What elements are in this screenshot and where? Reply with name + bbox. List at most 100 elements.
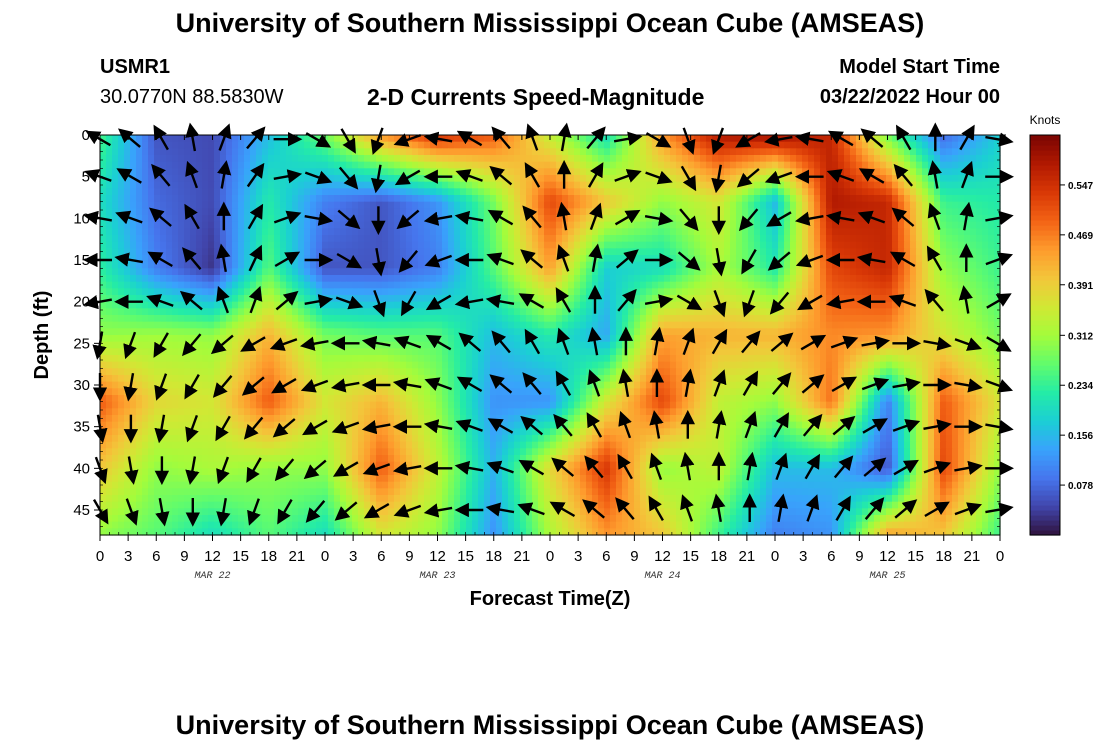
heatmap-cell [574, 275, 581, 283]
heatmap-cell [556, 241, 563, 249]
heatmap-cell [886, 175, 893, 183]
heatmap-cell [946, 308, 953, 316]
heatmap-cell [700, 328, 707, 336]
heatmap-cell [376, 235, 383, 243]
heatmap-cell [568, 301, 575, 309]
heatmap-cell [400, 268, 407, 276]
heatmap-cell [838, 201, 845, 209]
heatmap-cell [706, 215, 713, 223]
heatmap-cell [940, 255, 947, 263]
heatmap-cell [964, 328, 971, 336]
heatmap-cell [106, 228, 113, 236]
heatmap-cell [940, 335, 947, 343]
heatmap-cell [664, 315, 671, 323]
heatmap-cell [202, 275, 209, 283]
heatmap-cell [430, 241, 437, 249]
heatmap-cell [208, 188, 215, 196]
heatmap-cell [418, 228, 425, 236]
heatmap-cell [760, 208, 767, 216]
heatmap-cell [232, 328, 239, 336]
heatmap-cell [436, 155, 443, 163]
heatmap-cell [538, 135, 545, 143]
heatmap-cell [844, 235, 851, 243]
heatmap-cell [652, 321, 659, 329]
heatmap-cell [574, 321, 581, 329]
heatmap-cell [802, 241, 809, 249]
heatmap-cell [442, 141, 449, 149]
heatmap-cell [502, 281, 509, 289]
heatmap-cell [442, 175, 449, 183]
heatmap-cell [682, 301, 689, 309]
heatmap-cell [694, 208, 701, 216]
heatmap-cell [856, 201, 863, 209]
heatmap-cell [202, 215, 209, 223]
heatmap-cell [796, 248, 803, 256]
heatmap-cell [538, 295, 545, 303]
heatmap-cell [790, 248, 797, 256]
heatmap-cell [802, 341, 809, 349]
heatmap-cell [586, 195, 593, 203]
heatmap-cell [286, 261, 293, 269]
heatmap-cell [742, 148, 749, 156]
heatmap-cell [412, 235, 419, 243]
heatmap-cell [286, 348, 293, 356]
heatmap-cell [256, 195, 263, 203]
heatmap-cell [814, 141, 821, 149]
heatmap-cell [934, 175, 941, 183]
heatmap-cell [670, 268, 677, 276]
heatmap-cell [868, 228, 875, 236]
heatmap-cell [904, 328, 911, 336]
heatmap-cell [928, 308, 935, 316]
heatmap-cell [778, 348, 785, 356]
heatmap-cell [784, 155, 791, 163]
heatmap-cell [634, 195, 641, 203]
heatmap-cell [790, 208, 797, 216]
heatmap-cell [394, 168, 401, 176]
heatmap-cell [208, 308, 215, 316]
heatmap-cell [742, 161, 749, 169]
heatmap-cell [322, 275, 329, 283]
heatmap-cell [304, 228, 311, 236]
heatmap-cell [148, 221, 155, 229]
heatmap-cell [166, 161, 173, 169]
heatmap-cell [316, 328, 323, 336]
heatmap-cell [412, 295, 419, 303]
heatmap-cell [898, 281, 905, 289]
heatmap-cell [754, 181, 761, 189]
heatmap-cell [238, 235, 245, 243]
heatmap-cell [172, 261, 179, 269]
heatmap-cell [496, 201, 503, 209]
heatmap-cell [460, 308, 467, 316]
heatmap-cell [244, 201, 251, 209]
heatmap-cell [982, 301, 989, 309]
heatmap-cell [430, 161, 437, 169]
heatmap-cell [556, 155, 563, 163]
heatmap-cell [196, 268, 203, 276]
heatmap-cell [982, 181, 989, 189]
heatmap-cell [700, 181, 707, 189]
heatmap-cell [880, 301, 887, 309]
heatmap-cell [436, 228, 443, 236]
heatmap-cell [604, 235, 611, 243]
heatmap-cell [826, 321, 833, 329]
heatmap-cell [724, 148, 731, 156]
heatmap-cell [268, 355, 275, 363]
heatmap-cell [640, 288, 647, 296]
heatmap-cell [442, 235, 449, 243]
heatmap-cell [952, 215, 959, 223]
heatmap-cell [508, 275, 515, 283]
heatmap-cell [298, 181, 305, 189]
heatmap-cell [844, 201, 851, 209]
heatmap-cell [826, 188, 833, 196]
heatmap-cell [712, 241, 719, 249]
heatmap-cell [298, 248, 305, 256]
heatmap-cell [910, 161, 917, 169]
heatmap-cell [904, 215, 911, 223]
heatmap-cell [304, 321, 311, 329]
heatmap-cell [718, 295, 725, 303]
heatmap-cell [502, 255, 509, 263]
heatmap-cell [580, 328, 587, 336]
heatmap-cell [310, 281, 317, 289]
heatmap-cell [142, 301, 149, 309]
heatmap-cell [346, 228, 353, 236]
